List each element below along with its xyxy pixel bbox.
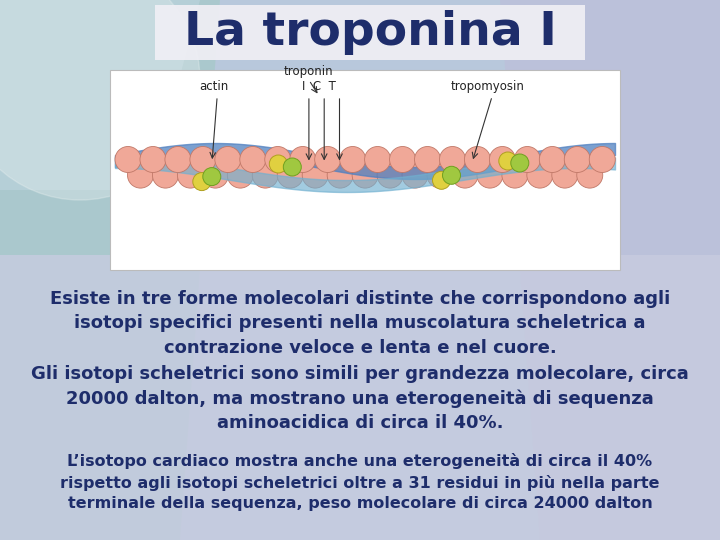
Circle shape <box>390 146 415 172</box>
Circle shape <box>340 146 366 172</box>
FancyBboxPatch shape <box>0 255 720 540</box>
Circle shape <box>364 146 391 172</box>
Circle shape <box>0 0 200 200</box>
Circle shape <box>269 155 287 173</box>
Circle shape <box>502 162 528 188</box>
Circle shape <box>564 146 590 172</box>
Circle shape <box>277 162 303 188</box>
Circle shape <box>202 162 228 188</box>
FancyBboxPatch shape <box>110 70 620 270</box>
Circle shape <box>514 146 540 172</box>
Circle shape <box>443 166 461 184</box>
Circle shape <box>315 146 341 172</box>
Circle shape <box>289 146 316 172</box>
Circle shape <box>215 146 241 172</box>
Text: L’isotopo cardiaco mostra anche una eterogeneità di circa il 40%
rispetto agli i: L’isotopo cardiaco mostra anche una eter… <box>60 453 660 511</box>
Circle shape <box>464 146 490 172</box>
Circle shape <box>377 162 403 188</box>
Circle shape <box>499 152 517 170</box>
Circle shape <box>415 146 441 172</box>
Circle shape <box>490 146 516 172</box>
Circle shape <box>140 146 166 172</box>
Circle shape <box>539 146 565 172</box>
Polygon shape <box>500 0 720 540</box>
Circle shape <box>510 154 528 172</box>
Polygon shape <box>0 0 200 190</box>
Circle shape <box>177 162 203 188</box>
Circle shape <box>228 162 253 188</box>
Circle shape <box>115 146 141 172</box>
Circle shape <box>433 171 451 190</box>
Circle shape <box>552 162 577 188</box>
Text: Esiste in tre forme molecolari distinte che corrispondono agli
isotopi specifici: Esiste in tre forme molecolari distinte … <box>50 290 670 356</box>
Circle shape <box>527 162 553 188</box>
Circle shape <box>427 162 453 188</box>
Text: I  C  T: I C T <box>302 80 336 93</box>
Circle shape <box>327 162 353 188</box>
Circle shape <box>477 162 503 188</box>
Circle shape <box>577 162 603 188</box>
Circle shape <box>265 146 291 172</box>
Circle shape <box>302 162 328 188</box>
Polygon shape <box>0 0 220 540</box>
Circle shape <box>589 146 615 172</box>
Circle shape <box>193 173 211 191</box>
Circle shape <box>190 146 216 172</box>
Circle shape <box>252 162 278 188</box>
Circle shape <box>283 158 301 176</box>
Text: tropomyosin: tropomyosin <box>450 80 524 93</box>
Circle shape <box>402 162 428 188</box>
Text: Gli isotopi scheletrici sono simili per grandezza molecolare, circa
20000 dalton: Gli isotopi scheletrici sono simili per … <box>31 365 689 433</box>
Text: actin: actin <box>199 80 229 93</box>
Text: troponin: troponin <box>284 65 333 78</box>
Circle shape <box>452 162 478 188</box>
Circle shape <box>352 162 378 188</box>
Circle shape <box>203 167 221 186</box>
Circle shape <box>153 162 179 188</box>
Circle shape <box>240 146 266 172</box>
Circle shape <box>127 162 153 188</box>
Circle shape <box>165 146 191 172</box>
Text: La troponina I: La troponina I <box>184 10 557 55</box>
Circle shape <box>439 146 466 172</box>
FancyBboxPatch shape <box>155 5 585 60</box>
